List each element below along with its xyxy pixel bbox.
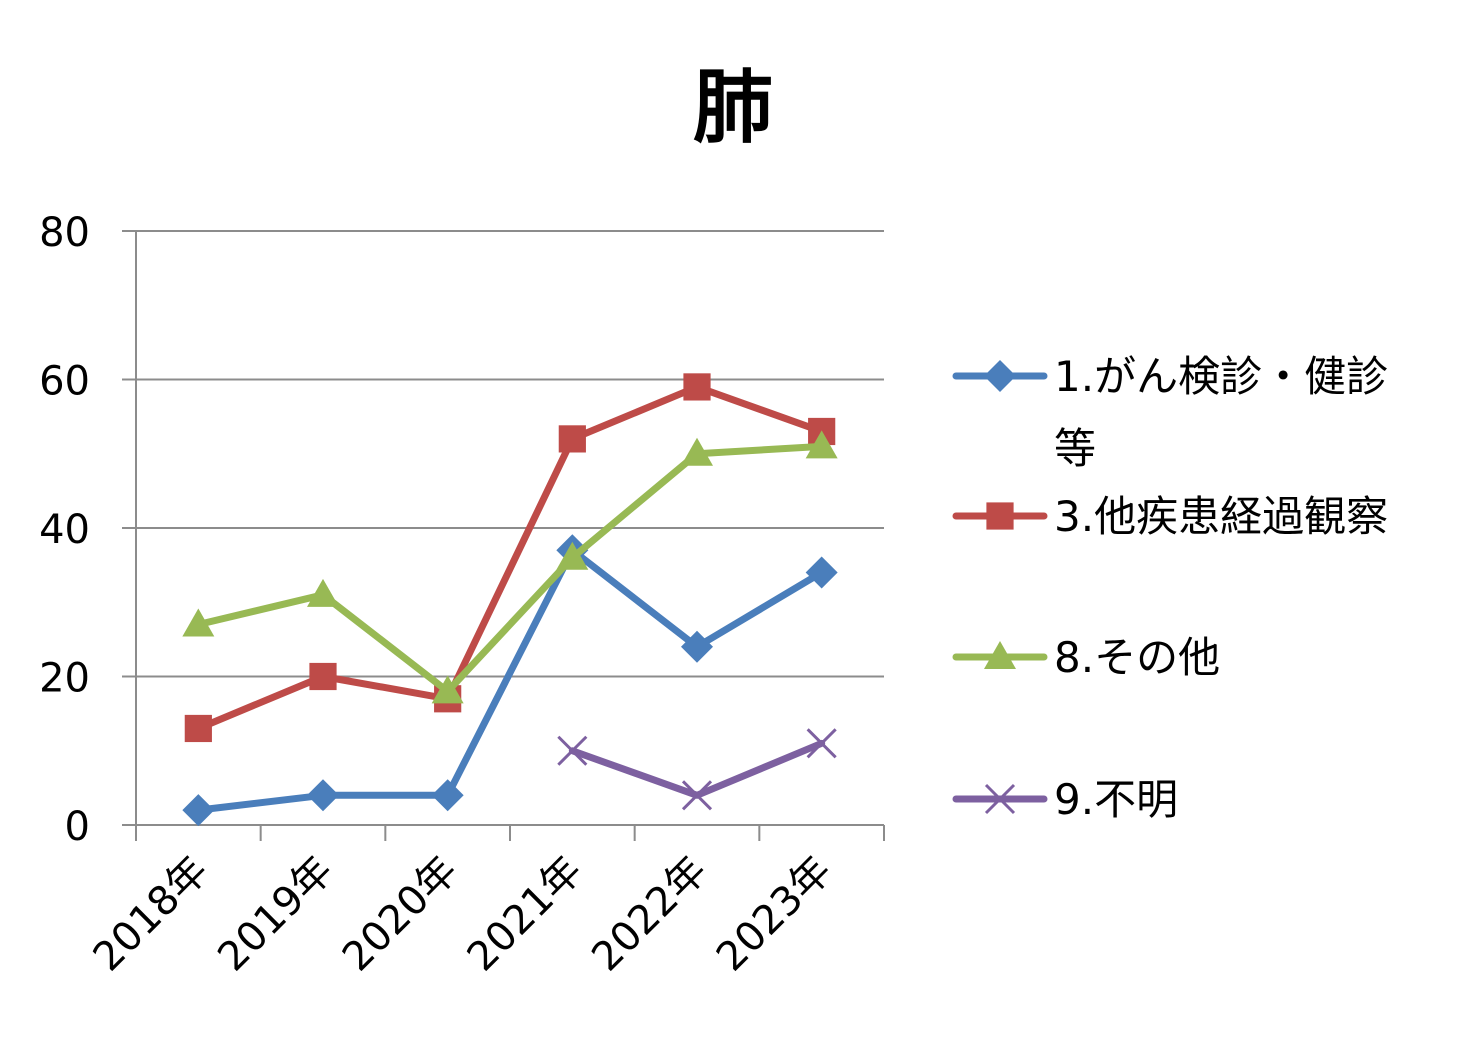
data-point-x bbox=[681, 780, 713, 811]
x-tick-label: 2021年 bbox=[459, 848, 592, 981]
legend-label: 3.他疾患経過観察 bbox=[1054, 492, 1388, 541]
y-tick-label: 40 bbox=[39, 507, 90, 553]
data-point-square bbox=[558, 425, 586, 453]
data-point-triangle bbox=[556, 541, 589, 570]
chart-title: 肺 bbox=[693, 61, 773, 154]
y-tick-labels: 0 20 40 60 80 bbox=[39, 210, 90, 850]
data-point-x bbox=[806, 728, 837, 759]
data-point-square bbox=[309, 662, 337, 691]
x-tick-label: 2020年 bbox=[334, 848, 467, 981]
series-1 bbox=[182, 534, 838, 827]
data-point-x-stroke bbox=[806, 728, 837, 759]
axes bbox=[122, 230, 885, 841]
data-point-diamond bbox=[182, 794, 215, 827]
series-line bbox=[194, 546, 826, 814]
x-tick-label: 2018年 bbox=[85, 848, 218, 981]
data-point-square bbox=[683, 373, 711, 401]
y-tick-label: 0 bbox=[65, 804, 90, 850]
data-point-diamond bbox=[431, 779, 464, 812]
legend-item-3: 8.その他 bbox=[952, 633, 1220, 682]
legend-item-4: 9.不明 bbox=[952, 775, 1178, 824]
series-line bbox=[194, 383, 826, 732]
data-point-triangle bbox=[431, 675, 464, 704]
data-point-diamond bbox=[681, 630, 713, 663]
series-3 bbox=[182, 430, 838, 704]
data-point-square bbox=[986, 502, 1014, 530]
y-tick-label: 20 bbox=[39, 656, 90, 702]
data-point-triangle bbox=[681, 437, 713, 466]
data-point-x bbox=[984, 783, 1016, 815]
data-point-triangle bbox=[307, 578, 339, 607]
data-point-x-stroke bbox=[681, 780, 713, 811]
legend: 1.がん検診・健診等 3.他疾患経過観察 8.その他 9.不明 bbox=[952, 352, 1388, 824]
legend-label: 9.不明 bbox=[1054, 775, 1178, 824]
data-point-x bbox=[557, 735, 588, 766]
series-line bbox=[568, 739, 826, 799]
data-point-triangle bbox=[182, 608, 215, 637]
legend-label: 1.がん検診・健診 bbox=[1054, 352, 1388, 401]
series-4 bbox=[557, 728, 837, 811]
series-layer bbox=[182, 373, 838, 827]
series-2 bbox=[184, 373, 836, 743]
y-tick-label: 60 bbox=[39, 359, 90, 405]
legend-item-2: 3.他疾患経過観察 bbox=[952, 492, 1388, 541]
x-tick-label: 2023年 bbox=[708, 848, 841, 981]
legend-item-1: 1.がん検診・健診等 bbox=[952, 352, 1388, 473]
series-line bbox=[194, 442, 826, 695]
x-tick-label: 2022年 bbox=[583, 848, 716, 981]
x-tick-label: 2019年 bbox=[209, 848, 342, 981]
data-point-x-stroke bbox=[557, 735, 588, 766]
data-point-square bbox=[184, 714, 212, 743]
y-tick-label: 80 bbox=[39, 210, 90, 256]
data-point-triangle bbox=[984, 641, 1016, 669]
data-point-diamond bbox=[307, 779, 339, 812]
data-point-x-stroke bbox=[984, 783, 1016, 815]
legend-label: 8.その他 bbox=[1054, 633, 1220, 682]
data-point-diamond bbox=[805, 556, 838, 589]
legend-label: 等 bbox=[1054, 424, 1096, 473]
data-point-triangle bbox=[805, 430, 838, 459]
data-point-diamond bbox=[984, 360, 1016, 392]
